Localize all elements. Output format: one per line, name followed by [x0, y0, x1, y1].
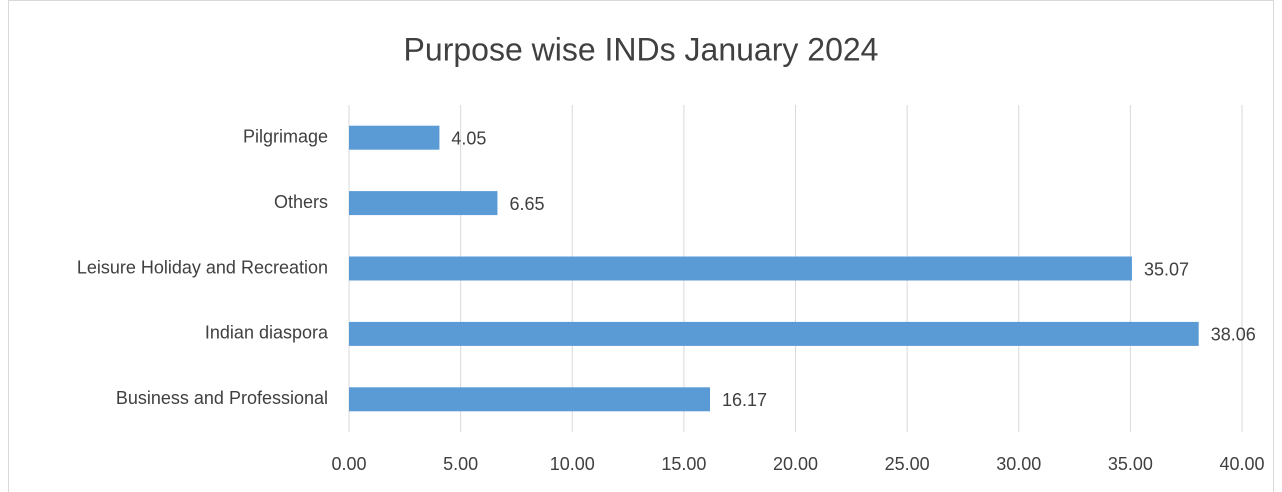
bar — [349, 321, 1199, 346]
bar — [349, 256, 1132, 281]
bar — [349, 125, 440, 150]
bar — [349, 191, 498, 216]
x-tick-label: 15.00 — [661, 454, 706, 474]
data-label: 6.65 — [509, 194, 544, 214]
x-tick-label: 35.00 — [1108, 454, 1153, 474]
chart-title: Purpose wise INDs January 2024 — [404, 31, 879, 67]
x-tick-label: 25.00 — [885, 454, 930, 474]
y-tick-label: Pilgrimage — [243, 126, 328, 146]
data-label: 38.06 — [1211, 325, 1256, 345]
y-tick-label: Leisure Holiday and Recreation — [77, 257, 328, 277]
x-tick-label: 40.00 — [1219, 454, 1264, 474]
y-tick-label: Indian diaspora — [205, 323, 329, 343]
chart-border — [8, 0, 1274, 492]
data-label: 16.17 — [722, 390, 767, 410]
data-label: 4.05 — [451, 128, 486, 148]
y-tick-label: Business and Professional — [116, 388, 328, 408]
x-tick-label: 0.00 — [331, 454, 366, 474]
x-tick-label: 10.00 — [550, 454, 595, 474]
x-tick-label: 5.00 — [443, 454, 478, 474]
x-tick-label: 20.00 — [773, 454, 818, 474]
y-tick-label: Others — [274, 192, 328, 212]
bar — [349, 387, 710, 412]
x-tick-label: 30.00 — [996, 454, 1041, 474]
data-label: 35.07 — [1144, 259, 1189, 279]
